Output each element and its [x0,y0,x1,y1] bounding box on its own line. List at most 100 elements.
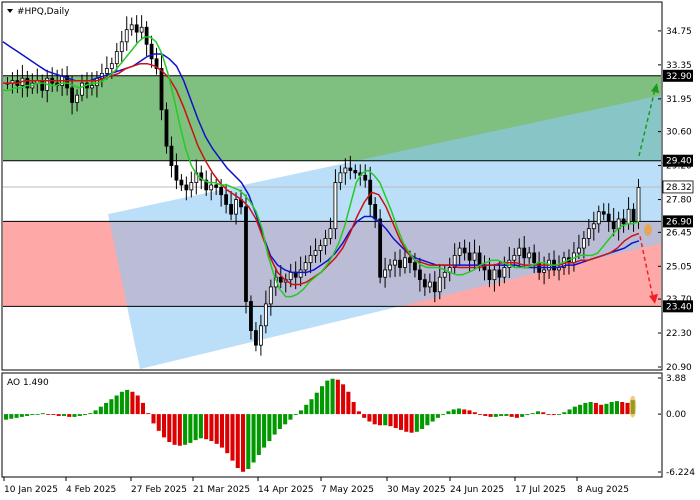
candle-body [353,170,358,174]
ao-bar [225,414,230,454]
ao-bar [193,414,198,441]
candle-body [343,167,348,174]
forecast-up-arrow-icon [651,83,659,94]
ao-bar [572,406,577,415]
candle-body [467,252,472,261]
candle-body [40,80,45,91]
candle-body [318,245,323,251]
forecast-down-arrow-icon [649,293,658,304]
ao-bar [4,414,9,420]
ao-bar [30,414,35,416]
y-tick-label: 30.60 [666,128,692,138]
candle-body [383,269,388,278]
candle-body [229,204,233,215]
x-tick-label: 17 Jul 2025 [515,485,566,495]
level-badge [663,69,693,82]
candle-body [278,276,283,283]
candle-body [244,206,248,302]
y-tick-label: 20.90 [666,363,692,373]
price-panel [2,15,661,370]
ao-bar [446,411,451,415]
candle-body [139,26,144,33]
ao-bar [109,399,114,415]
ao-bar [430,414,435,422]
candle-body [427,281,432,288]
ao-bar [609,402,614,415]
ao-bar [420,414,425,429]
ao-bar [156,414,161,431]
candle-body [124,29,129,43]
candle-body [477,252,482,266]
ao-bar [399,414,404,430]
candle-body [214,184,219,188]
ao-bar [183,414,188,445]
candle-body [542,269,547,273]
level-badge-label: 29.40 [666,157,692,167]
candle-body [631,208,636,222]
ao-bar [272,414,277,435]
candle-body [323,237,328,247]
ao-bar [614,401,619,415]
ao-bar [93,410,98,415]
candle-body [189,182,194,191]
ao-bar [488,414,493,417]
dropdown-arrow-icon[interactable] [7,9,13,13]
candle-body [268,286,273,305]
ao-bar [383,414,388,426]
ao-bar [46,414,51,415]
candle-body [527,252,532,259]
ao-bar [262,414,267,448]
ao-bar [83,414,88,416]
pivot-marker [644,223,652,236]
candle-body [209,184,214,191]
ao-bar [625,402,630,415]
ao-bar [14,414,19,418]
ao-bar [219,414,224,448]
ao-bar [309,399,314,415]
y-tick-label: 26.45 [666,228,692,238]
candle-body [408,257,412,264]
candle-body [308,254,313,264]
ao-bar [520,414,525,417]
candle-body [636,187,641,222]
candle-body [338,172,343,183]
candle-body [621,218,626,225]
ao-bar [493,414,498,417]
candle-body [363,174,368,181]
ao-bar [530,413,535,415]
ao-title: AO 1.490 [7,378,49,388]
ao-bar [293,414,298,416]
ao-bar [351,402,356,415]
ao-bar [525,414,530,416]
ao-bar [167,414,172,443]
candle-body [591,223,596,230]
ao-y-tick-label: 0.00 [666,410,686,420]
ao-bar [414,414,419,432]
ao-bar [562,412,567,415]
candle-body [581,237,586,249]
ao-bar [504,414,509,416]
y-tick-label: 25.05 [666,262,692,272]
ao-bar [188,414,193,443]
ao-bar [478,414,483,415]
candle-body [611,220,616,230]
candle-body [109,63,114,69]
candle-body [601,211,606,215]
candle-body [313,250,318,256]
ao-bar [435,414,440,418]
candle-body [452,254,457,268]
ao-bar [230,414,235,461]
ao-bar [72,414,77,417]
ao-bar [341,384,346,415]
ao-bar [177,414,182,446]
candle-body [219,187,224,196]
ao-bar [588,402,593,415]
ao-bar [367,414,372,422]
ao-bar [162,414,167,438]
candle-body [263,303,268,327]
level-badge-label: 26.90 [666,217,692,227]
y-tick-label: 31.95 [666,95,692,105]
ao-bar [483,414,488,416]
level-badge [663,154,693,167]
